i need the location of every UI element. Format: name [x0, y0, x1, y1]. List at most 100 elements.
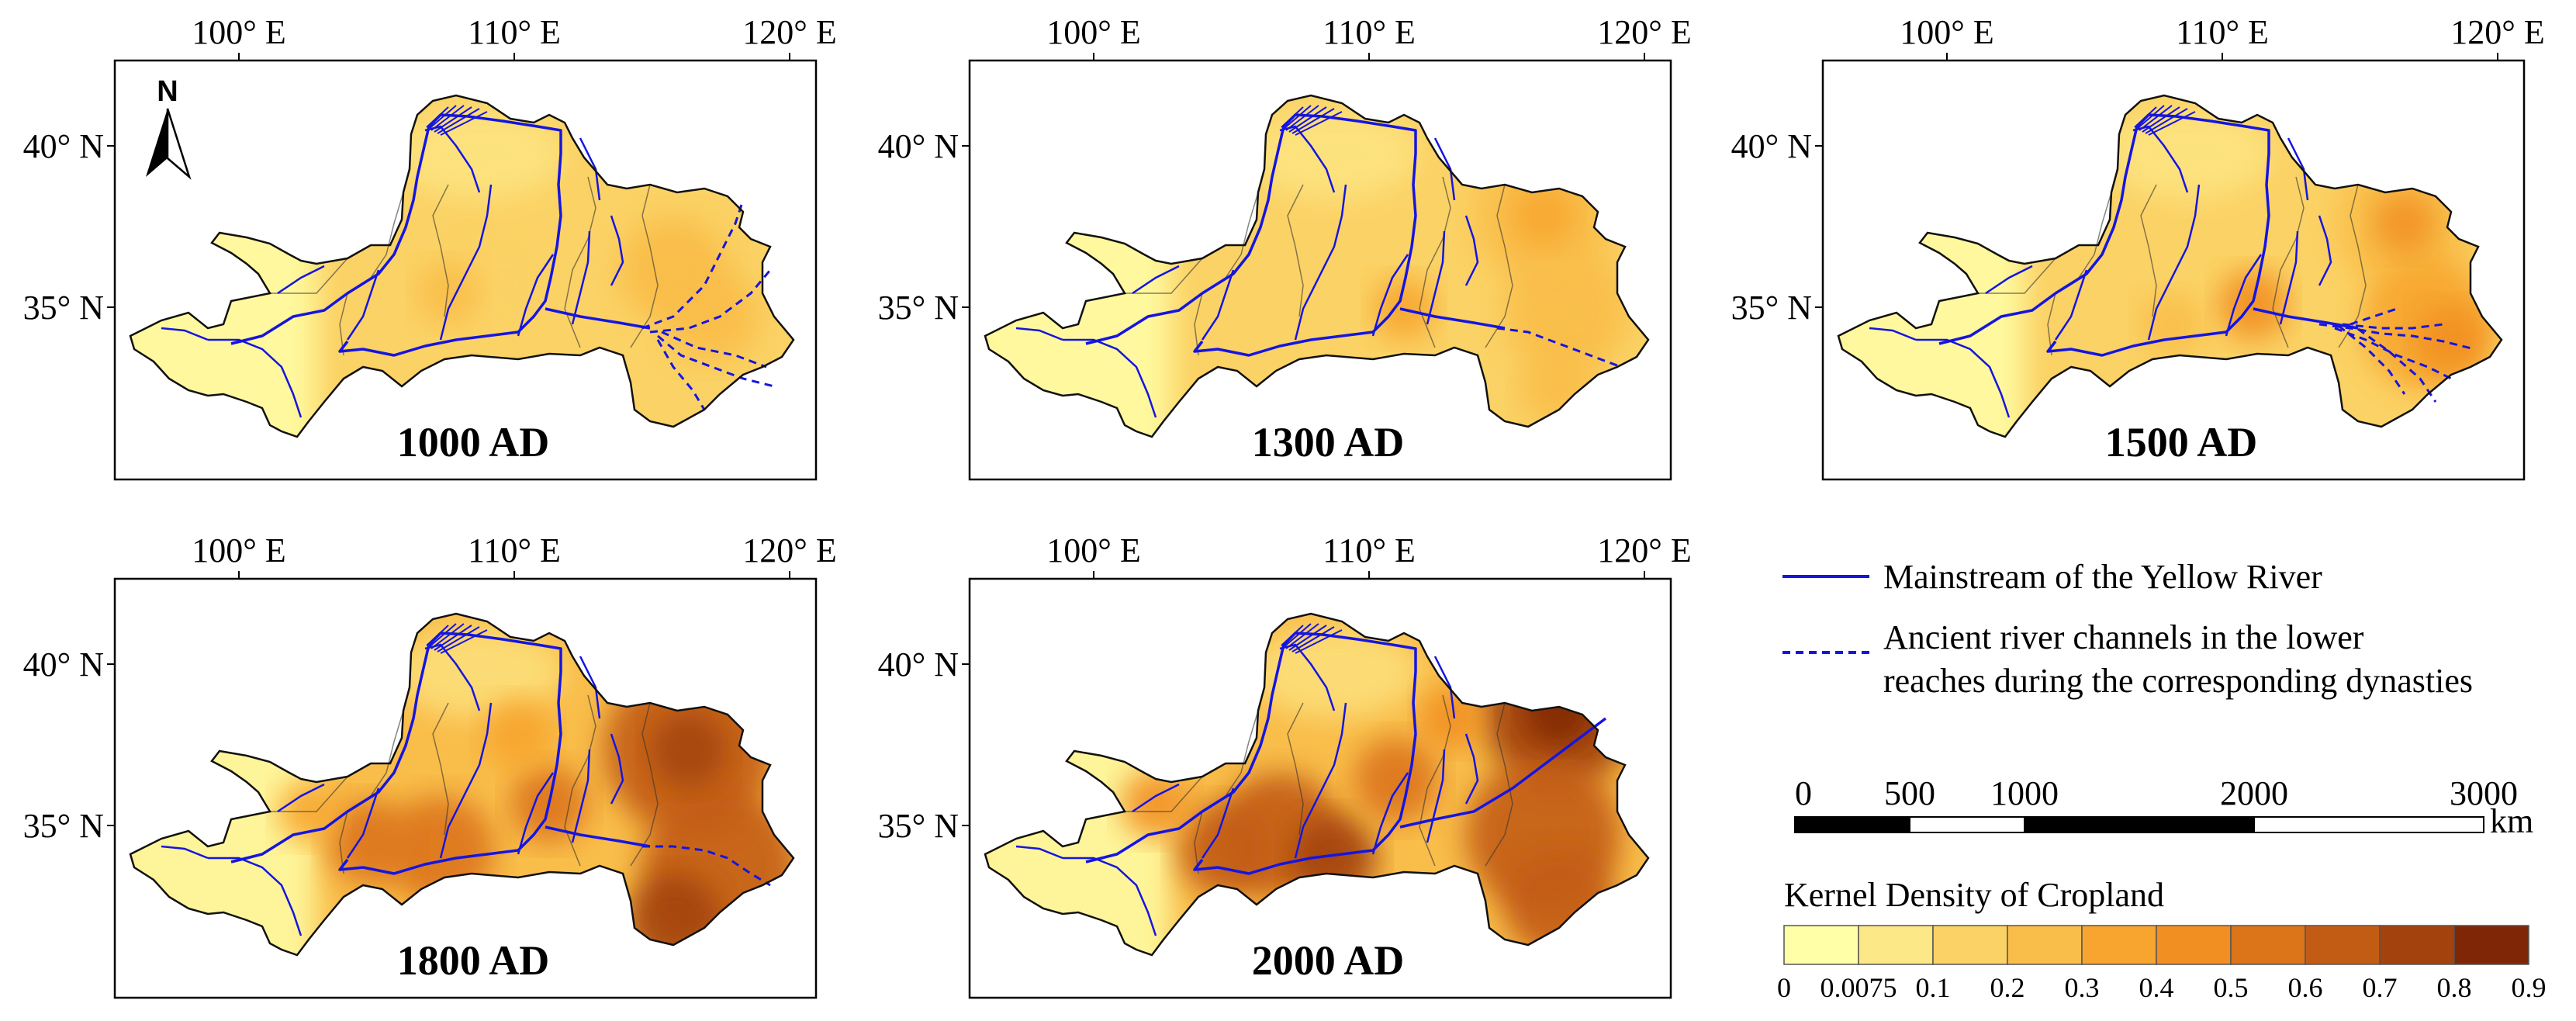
tributary-river [610, 215, 624, 286]
scale-bar-tick-label: 3000 [2450, 774, 2518, 812]
tributary-river [208, 338, 303, 418]
density-blob [2102, 107, 2273, 200]
yellow-river-mainstream [1399, 307, 1506, 330]
density-swatch [2379, 925, 2455, 965]
tributary-river [2225, 254, 2263, 337]
year-label: 1800 AD [397, 937, 550, 984]
tributary-river [2054, 269, 2088, 341]
tributary-river [2142, 106, 2180, 133]
tributary-river [1433, 656, 1456, 719]
sub-basin-boundary [1287, 184, 1304, 317]
latitude-label: 35° N [878, 807, 959, 845]
year-label: 2000 AD [1252, 937, 1405, 984]
density-swatch [2305, 925, 2381, 965]
tributary-river [1285, 623, 1319, 649]
scale-bar-tick-label: 1000 [1990, 774, 2059, 812]
tributary-river [1426, 230, 1446, 325]
tributary-river [1285, 105, 1319, 131]
sub-basin-boundary [1419, 176, 1451, 348]
tributary-river [2279, 230, 2299, 325]
density-blob [650, 711, 728, 788]
tributary-river [2147, 184, 2201, 341]
latitude-label: 35° N [878, 289, 959, 327]
scale-bar-segment [2253, 816, 2484, 833]
density-tick-label: 0 [1777, 972, 1791, 1003]
longitude-label: 120° E [2450, 13, 2544, 51]
longitude-label: 100° E [1046, 13, 1140, 51]
tributary-river [428, 105, 457, 130]
tributary-river [1916, 338, 2011, 418]
longitude-label: 120° E [1597, 531, 1691, 569]
sub-basin-boundary [2140, 184, 2157, 317]
tributary-river [1294, 184, 1347, 341]
scale-bar-unit: km [2490, 802, 2533, 840]
tributary-river [428, 623, 457, 648]
tributary-river [517, 254, 555, 337]
density-blob [483, 699, 553, 769]
tributary-river [517, 772, 555, 855]
tributary-river [1288, 106, 1327, 133]
north-label: N [157, 75, 178, 108]
tributary-river [430, 105, 465, 131]
yellow-river-mainstream [545, 825, 651, 848]
longitude-label: 120° E [742, 531, 836, 569]
river-legend: Mainstream of the Yellow River Ancient r… [1782, 558, 2473, 700]
density-blob [1249, 625, 1419, 718]
density-swatch [1858, 925, 1934, 965]
sub-basin-boundary [1419, 694, 1451, 867]
latitude-label: 35° N [1731, 289, 1812, 327]
density-blob [666, 270, 759, 363]
ancient-river-channel [2350, 307, 2398, 326]
longitude-label: 110° E [1323, 531, 1416, 569]
tributary-river [439, 184, 493, 341]
density-tick-label: 0.5 [2214, 972, 2249, 1003]
tributary-river [1288, 625, 1327, 651]
yellow-river-mainstream [1085, 113, 1417, 357]
tributary-river [1371, 254, 1409, 337]
sub-basin-boundary [564, 176, 596, 348]
tributary-river [1295, 111, 1343, 136]
density-tick-label: 0.7 [2363, 972, 2398, 1003]
ancient-river-channel [1496, 327, 1622, 369]
longitude-label: 110° E [468, 531, 561, 569]
tributary-river [1201, 787, 1235, 859]
tributary-river [1464, 733, 1479, 805]
sub-basin-boundary [1125, 776, 1203, 812]
tributary-river [1371, 772, 1409, 855]
tributary-river [437, 108, 480, 134]
tributary-river [579, 137, 601, 201]
tributary-river [2139, 105, 2173, 131]
tributary-river [439, 702, 493, 859]
density-blob [460, 235, 545, 320]
tributary-river [346, 787, 380, 859]
latitude-label: 40° N [1731, 127, 1812, 165]
density-blob [328, 800, 413, 885]
map-panel: 100° E 110° E 120° E 40° N 35° N 2000 AD [878, 531, 1692, 999]
scale-bar-tick-label: 2000 [2220, 774, 2288, 812]
tributary-river [1015, 327, 1063, 341]
yellow-river-mainstream [545, 307, 651, 330]
ancient-river-channel [2342, 323, 2444, 330]
tributary-river [440, 629, 488, 654]
density-swatch [2007, 925, 2083, 965]
density-swatch [2081, 925, 2157, 965]
tributary-river [346, 269, 380, 341]
tributary-river [1283, 623, 1312, 648]
tributary-river [1869, 327, 1917, 341]
density-blob [394, 625, 565, 718]
sub-basin-boundary [630, 702, 659, 867]
density-swatch [1932, 925, 2008, 965]
density-tick-label: 0.1 [1916, 972, 1951, 1003]
sub-basin-boundary [1485, 702, 1513, 867]
sub-basin-boundary [1125, 258, 1203, 294]
scale-bar-segment [1909, 816, 2025, 833]
tributary-river [1426, 749, 1446, 843]
density-swatch [2453, 925, 2529, 965]
density-blob [2373, 192, 2436, 255]
density-swatch [2230, 925, 2306, 965]
tributary-river [1433, 137, 1456, 201]
longitude-label: 120° E [1597, 13, 1691, 51]
tributary-river [1295, 629, 1343, 654]
tributary-river [161, 327, 209, 341]
